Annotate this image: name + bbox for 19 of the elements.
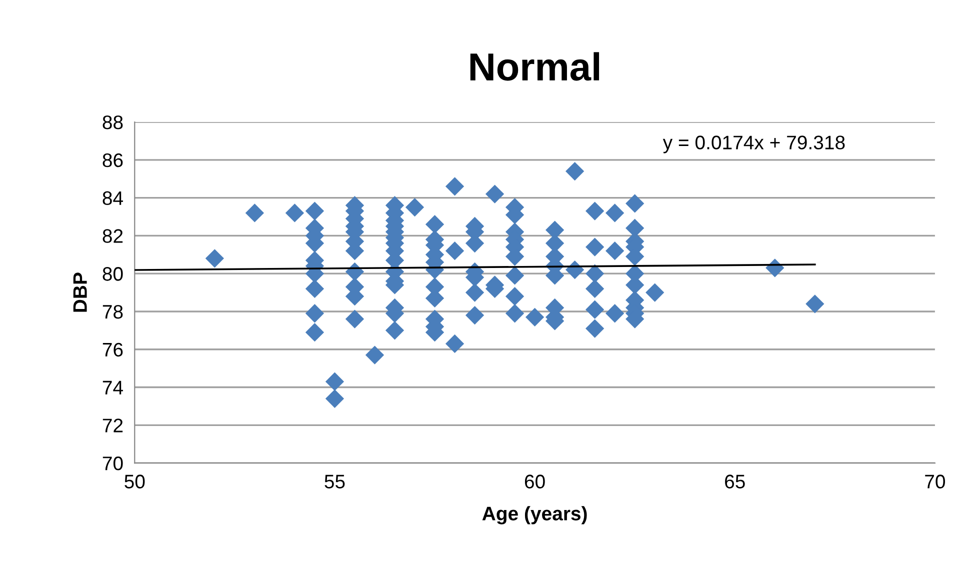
x-tick-label: 55 (324, 474, 345, 488)
x-tick-label: 70 (925, 474, 945, 488)
y-tick-label: 84 (102, 191, 123, 206)
annotation: y = 0.0174x + 79.318 (662, 136, 845, 154)
y-tick-label: 70 (102, 456, 123, 470)
x-tick-label: 60 (524, 474, 545, 488)
x-tick-label: 50 (124, 474, 145, 488)
y-tick-label: 74 (102, 380, 123, 394)
y-tick-label: 72 (102, 418, 123, 432)
chart-title: Normal (470, 52, 600, 81)
y-tick-label: 82 (102, 229, 123, 243)
y-tick-label: 78 (102, 304, 123, 319)
y-tick-label: 86 (102, 153, 123, 168)
x-tick-label: 65 (725, 474, 745, 488)
y-tick-label: 76 (102, 342, 123, 357)
y-axis-title: DBP (73, 272, 87, 312)
y-tick-label: 80 (102, 267, 123, 281)
x-axis-title: Age (years) (482, 506, 587, 524)
y-tick-label: 88 (102, 115, 123, 130)
